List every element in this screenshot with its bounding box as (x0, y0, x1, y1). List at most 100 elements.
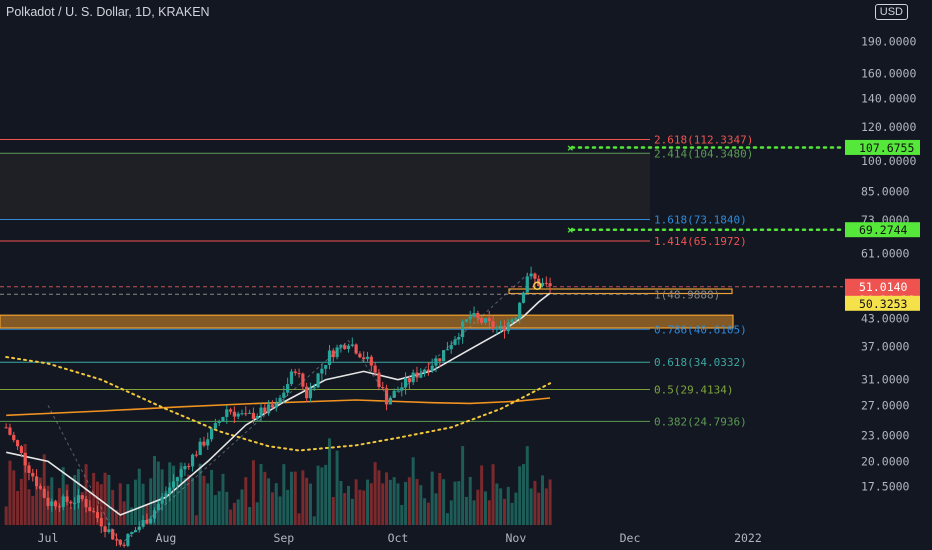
target-price-label: 69.2744 (859, 223, 908, 237)
volume-bar (153, 455, 157, 525)
candle-body (221, 416, 225, 422)
candle-body (111, 529, 115, 540)
candle-body (407, 378, 411, 383)
candle-body (350, 344, 354, 346)
candle-body (324, 364, 328, 369)
volume-bar (316, 465, 320, 525)
price-tick-label: 160.0000 (861, 67, 916, 81)
candle-body (426, 369, 430, 372)
candle-body (228, 409, 233, 412)
candle-body (15, 440, 20, 447)
volume-bar (487, 500, 491, 525)
candle-body (320, 368, 324, 374)
volume-bar (483, 491, 487, 525)
candle-body (251, 412, 256, 420)
volume-bar (107, 474, 111, 525)
volume-bar (84, 464, 88, 525)
candle-body (145, 520, 149, 524)
volume-bar (225, 491, 229, 525)
candle-body (548, 283, 552, 286)
volume-bar (377, 470, 381, 525)
candle-body (194, 454, 198, 456)
candle-body (65, 496, 69, 502)
candle-body (244, 413, 248, 415)
candle-body (179, 469, 183, 478)
candle-body (19, 446, 23, 453)
candle-body (301, 373, 305, 387)
volume-bar (156, 461, 160, 525)
last-price-label: 51.0140 (859, 280, 908, 294)
volume-bar (259, 463, 263, 525)
fib-level-label: 0.5(29.4134) (654, 383, 733, 396)
target-marker-icon: × (567, 141, 574, 154)
volume-bar (480, 465, 484, 525)
candle-body (31, 472, 35, 477)
volume-bar (510, 502, 514, 525)
volume-bar (270, 492, 274, 525)
candle-body (80, 495, 84, 499)
price-axis-background (845, 0, 932, 550)
candle-body (487, 318, 491, 322)
price-axis[interactable]: 190.0000 160.0000 140.0000 120.0000 100.0000… (845, 0, 932, 550)
candle-body (381, 387, 385, 389)
volume-bar (320, 467, 324, 525)
currency-button[interactable]: USD (874, 4, 908, 20)
candle-body (187, 466, 191, 468)
volume-bar (521, 464, 525, 525)
candle-body (156, 503, 160, 511)
support-zone-box (0, 314, 734, 329)
candle-body (27, 465, 31, 473)
candle-body (457, 337, 461, 340)
volume-bar (312, 516, 316, 525)
candle-body (259, 407, 263, 417)
time-tick-label: Oct (388, 531, 409, 545)
volume-bar (244, 477, 248, 525)
candle-body (453, 339, 457, 345)
time-tick-label: Nov (505, 531, 526, 545)
time-tick-label: Sep (273, 531, 294, 545)
volume-bar (347, 485, 351, 525)
volume-bar (31, 495, 35, 525)
candle-body (42, 488, 46, 498)
candle-body (23, 452, 27, 466)
candles (4, 266, 552, 548)
price-tick-label: 85.0000 (861, 185, 910, 199)
candle-body (449, 344, 453, 350)
volume-bar (335, 450, 339, 525)
volume-bar (130, 507, 134, 525)
candle-body (312, 387, 316, 389)
candle-body (419, 372, 423, 378)
volume-bar (366, 479, 370, 525)
candle-body (282, 392, 286, 398)
candle-body (274, 403, 278, 408)
volume-bar (274, 483, 278, 525)
volume-bar (80, 492, 84, 525)
volume-bar (141, 483, 145, 525)
volume-bar (92, 472, 96, 525)
volume-bar (369, 483, 373, 525)
candle-body (373, 365, 377, 373)
candle-body (240, 413, 244, 415)
volume-bar (202, 475, 206, 525)
candle-body (270, 404, 275, 408)
volume-bar (453, 481, 457, 525)
candle-body (464, 319, 469, 322)
candle-body (305, 386, 309, 399)
volume-bar (38, 477, 42, 525)
candle-body (137, 526, 141, 531)
time-tick-label: 2022 (734, 531, 762, 545)
candle-body (8, 427, 12, 435)
candle-body (327, 350, 332, 365)
candle-body (499, 326, 503, 328)
candle-body (103, 526, 107, 532)
volume-bar (27, 489, 31, 525)
candle-body (149, 518, 153, 524)
moving-average-line-2 (5, 356, 552, 452)
candle-body (343, 345, 347, 349)
candle-body (346, 345, 351, 349)
volume-bar (358, 489, 362, 525)
time-axis[interactable]: Jul Aug Sep Oct Nov Dec 2022 (38, 531, 762, 545)
volume-bar (179, 462, 183, 525)
candle-body (164, 493, 168, 497)
